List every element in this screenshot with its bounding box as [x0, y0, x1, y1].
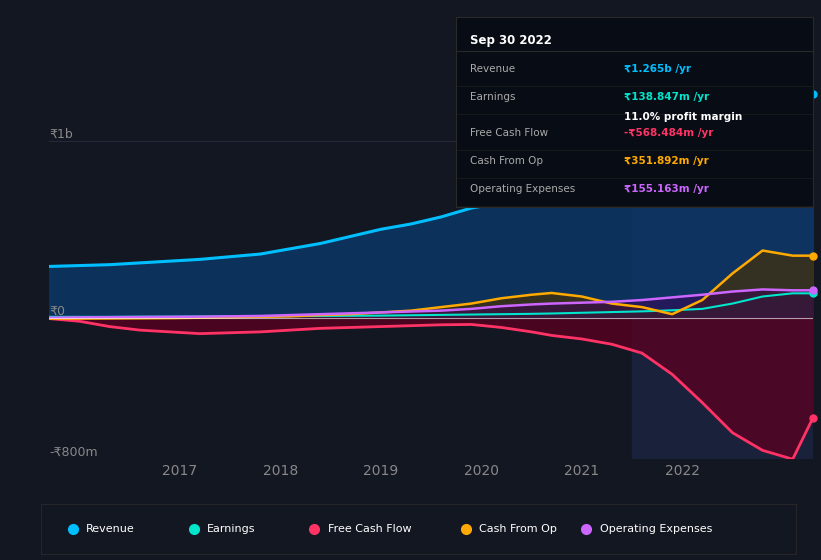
Bar [632, 123, 813, 459]
Text: ₹1.265b /yr: ₹1.265b /yr [623, 64, 690, 74]
Text: Cash From Op: Cash From Op [479, 524, 557, 534]
Text: Sep 30 2022: Sep 30 2022 [470, 34, 552, 47]
Text: Earnings: Earnings [470, 92, 516, 102]
Text: Cash From Op: Cash From Op [470, 156, 543, 166]
Text: ₹1b: ₹1b [49, 128, 73, 141]
Text: Free Cash Flow: Free Cash Flow [470, 128, 548, 138]
Text: Operating Expenses: Operating Expenses [470, 184, 576, 194]
Text: -₹800m: -₹800m [49, 446, 98, 459]
Text: ₹351.892m /yr: ₹351.892m /yr [623, 156, 709, 166]
Text: Revenue: Revenue [470, 64, 515, 74]
Text: Operating Expenses: Operating Expenses [600, 524, 713, 534]
Text: Free Cash Flow: Free Cash Flow [328, 524, 411, 534]
Text: Revenue: Revenue [86, 524, 135, 534]
Text: ₹138.847m /yr: ₹138.847m /yr [623, 92, 709, 102]
Text: 11.0% profit margin: 11.0% profit margin [623, 112, 741, 122]
Text: Earnings: Earnings [207, 524, 255, 534]
Text: ₹155.163m /yr: ₹155.163m /yr [623, 184, 709, 194]
Text: -₹568.484m /yr: -₹568.484m /yr [623, 128, 713, 138]
Text: ₹0: ₹0 [49, 305, 65, 318]
